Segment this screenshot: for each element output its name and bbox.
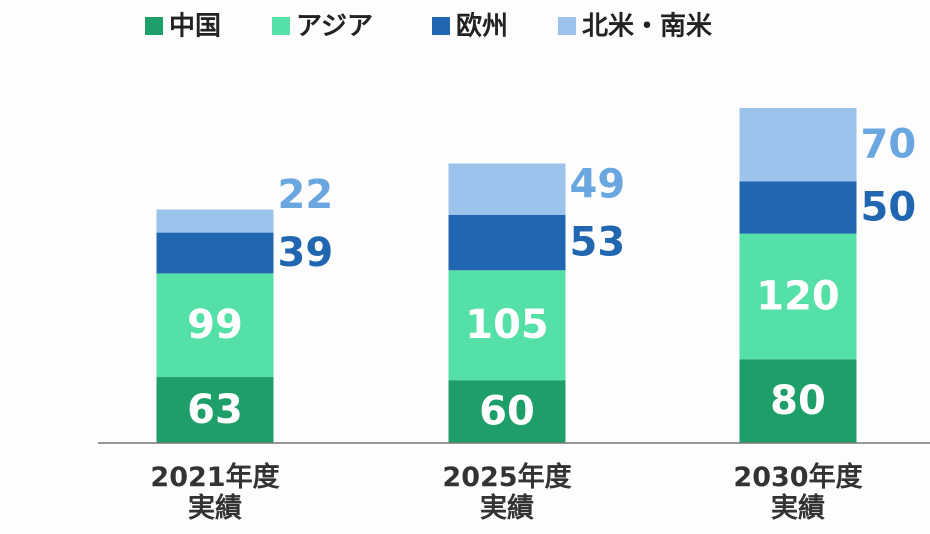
value-label: 49 [570, 162, 626, 208]
category-label-box: 2021年度 実績 [150, 462, 280, 525]
legend-label: 中国 [169, 12, 221, 42]
bar-segment [156, 273, 274, 378]
bar-segment [156, 377, 274, 443]
bar-segment [448, 380, 566, 443]
x-tick-label: 2025年度 実績 [442, 462, 572, 525]
bar-segment [448, 214, 566, 271]
legend-swatch [272, 17, 290, 35]
legend-swatch [558, 17, 576, 35]
category-label-box: 2030年度 実績 [733, 462, 863, 525]
value-label: 80 [770, 378, 826, 424]
bar-segment [156, 209, 274, 233]
value-label: 22 [278, 172, 334, 218]
value-label: 53 [570, 220, 626, 266]
legend-label: アジア [296, 12, 373, 42]
x-tick-label: 2030年度 実績 [733, 462, 863, 525]
legend-label: 欧州 [456, 11, 508, 42]
value-label: 63 [187, 387, 243, 433]
category-label-box: 2025年度 実績 [442, 462, 572, 525]
value-label: 60 [479, 389, 535, 435]
legend-label: 北米・南米 [582, 12, 712, 42]
value-label: 99 [187, 302, 243, 348]
bar-segment [739, 181, 857, 234]
bar-segment [156, 232, 274, 274]
x-tick-label: 2021年度 実績 [150, 462, 280, 525]
bar-segment [739, 233, 857, 360]
bar-segment [739, 359, 857, 443]
value-label: 70 [861, 122, 917, 168]
value-label: 50 [861, 184, 917, 230]
value-label: 120 [756, 273, 840, 319]
bar-segment [448, 270, 566, 381]
value-label: 39 [278, 230, 334, 276]
legend-swatch [432, 17, 450, 35]
bar-segment [448, 163, 566, 215]
bar-segment [739, 108, 857, 182]
legend-swatch [145, 17, 163, 35]
value-label: 105 [465, 302, 549, 348]
